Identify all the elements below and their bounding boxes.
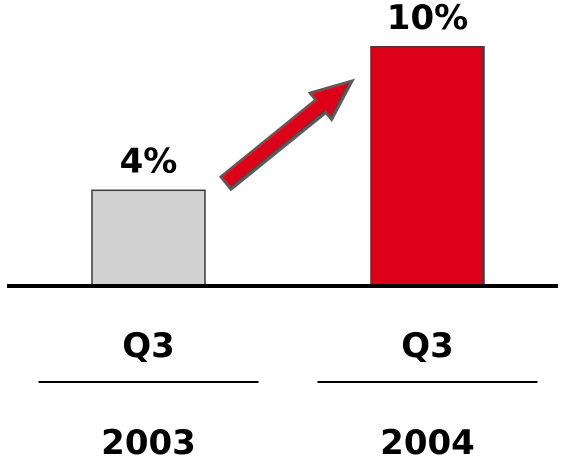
tick-label-period-2004: Q3 xyxy=(401,326,454,366)
bars-layer xyxy=(91,45,485,287)
tick-label-year-2004: 2004 xyxy=(380,423,475,458)
bar-2003 xyxy=(91,189,206,287)
increase-arrow-layer xyxy=(218,78,355,192)
labels-layer: 4% Q3 2003 10% Q3 2004 xyxy=(38,0,538,458)
data-label-2003: 4% xyxy=(120,141,178,181)
tick-label-year-2003: 2003 xyxy=(101,423,196,458)
tick-label-period-2003: Q3 xyxy=(122,326,175,366)
data-label-2004: 10% xyxy=(387,0,468,38)
increase-arrow-icon xyxy=(218,78,355,192)
bar-2004 xyxy=(370,45,485,287)
